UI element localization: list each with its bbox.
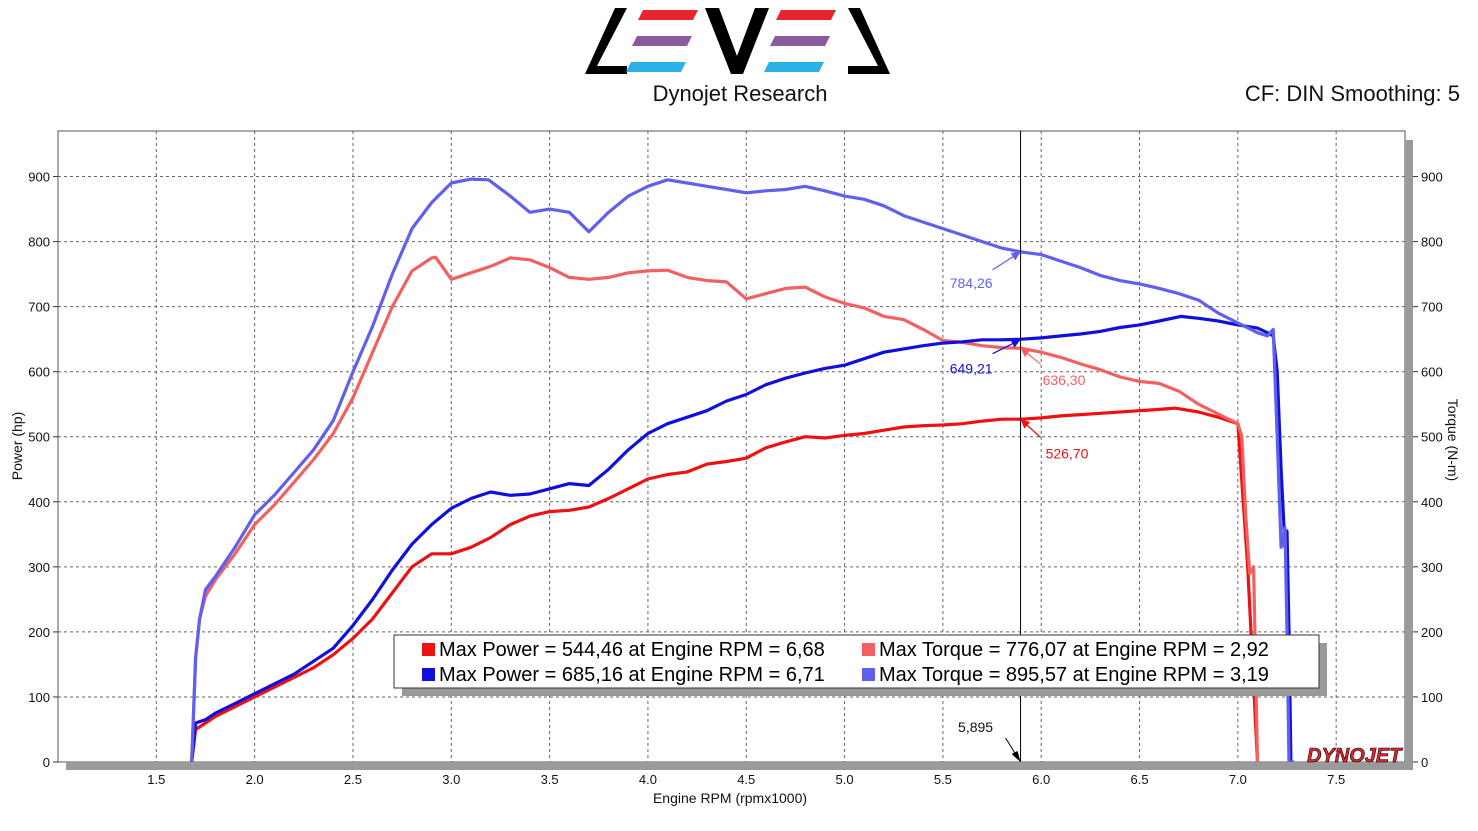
y-tick-label-right: 100: [1421, 690, 1443, 705]
annotation-label: 526,70: [1046, 445, 1089, 461]
x-tick-label: 4.0: [639, 772, 657, 787]
annotation-arrowhead: [1010, 339, 1021, 348]
y-tick-label-right: 200: [1421, 625, 1443, 640]
y-tick-label-left: 500: [28, 430, 50, 445]
annotation-label: 784,26: [950, 275, 993, 291]
y-tick-label-left: 300: [28, 560, 50, 575]
x-tick-label: 7.0: [1229, 772, 1247, 787]
x-tick-label: 5.5: [934, 772, 952, 787]
series-line-3: [190, 314, 1295, 762]
x-tick-label: 7.5: [1327, 772, 1345, 787]
y-tick-label-left: 700: [28, 300, 50, 315]
y-tick-label-right: 300: [1421, 560, 1443, 575]
level-logo: [585, 8, 890, 74]
annotation-arrowhead: [1020, 419, 1031, 429]
legend-swatch: [422, 643, 435, 656]
x-tick-label: 6.0: [1032, 772, 1050, 787]
y-tick-label-right: 500: [1421, 430, 1443, 445]
y-tick-label-right: 400: [1421, 495, 1443, 510]
cursor-arrowhead: [1011, 751, 1021, 762]
header-subtitle: Dynojet Research: [652, 81, 828, 106]
y-axis-bar: [1405, 140, 1413, 770]
x-tick-label: 3.5: [541, 772, 559, 787]
y-tick-label-right: 0: [1421, 755, 1428, 770]
x-tick-label: 6.5: [1130, 772, 1148, 787]
ticks: 1.5 2.0 2.5 3.0 3.5 4.0 4.5 5.0 5.5 6.0 6.5 7.0 7.5 0…: [28, 170, 1442, 787]
x-tick-label: 3.0: [442, 772, 460, 787]
x-tick-label: 4.5: [737, 772, 755, 787]
annotation-label: 636,30: [1043, 372, 1086, 388]
x-axis-bar: [66, 762, 1407, 770]
legend-swatch: [422, 668, 435, 681]
legend-entry: Max Torque = 776,07 at Engine RPM = 2,92: [879, 639, 1269, 661]
x-tick-label: 5.0: [836, 772, 854, 787]
y-tick-label-left: 200: [28, 625, 50, 640]
annotations: 784,26 649,21 636,30 526,70: [950, 251, 1089, 461]
y-tick-label-left: 100: [28, 690, 50, 705]
x-axis-label: Engine RPM (rpmx1000): [653, 790, 807, 806]
y-tick-label-right: 600: [1421, 365, 1443, 380]
series-line-2: [190, 255, 1260, 762]
legend: Max Power = 544,46 at Engine RPM = 6,68 M…: [393, 634, 1327, 696]
y-tick-label-right: 900: [1421, 170, 1443, 185]
y-tick-label-left: 400: [28, 495, 50, 510]
dynojet-watermark: DYNOJET: [1307, 745, 1403, 767]
legend-entry: Max Power = 685,16 at Engine RPM = 6,71: [439, 664, 825, 686]
legend-swatch: [862, 643, 875, 656]
y-tick-label-right: 800: [1421, 235, 1443, 250]
x-tick-label: 2.0: [246, 772, 264, 787]
annotation-arrowhead: [1010, 251, 1021, 261]
annotation-label: 649,21: [950, 361, 993, 377]
settings-label: CF: DIN Smoothing: 5: [1244, 81, 1460, 106]
series-group: [190, 177, 1295, 762]
y-tick-label-right: 700: [1421, 300, 1443, 315]
series-line-1: [190, 406, 1260, 762]
cursor-value-label: 5,895: [958, 719, 993, 735]
legend-swatch: [862, 668, 875, 681]
y-tick-label-left: 900: [28, 170, 50, 185]
y-axis-label-left: Power (hp): [9, 412, 25, 480]
grid: [58, 131, 1405, 762]
legend-entry: Max Torque = 895,57 at Engine RPM = 3,19: [879, 664, 1269, 686]
annotation-arrowhead: [1020, 348, 1031, 358]
y-tick-label-left: 0: [43, 755, 50, 770]
x-tick-label: 1.5: [147, 772, 165, 787]
x-tick-label: 2.5: [344, 772, 362, 787]
legend-entry: Max Power = 544,46 at Engine RPM = 6,68: [439, 639, 825, 661]
y-tick-label-left: 600: [28, 365, 50, 380]
y-axis-label-right: Torque (N-m): [1445, 399, 1461, 481]
series-line-4: [190, 177, 1295, 762]
y-tick-label-left: 800: [28, 235, 50, 250]
